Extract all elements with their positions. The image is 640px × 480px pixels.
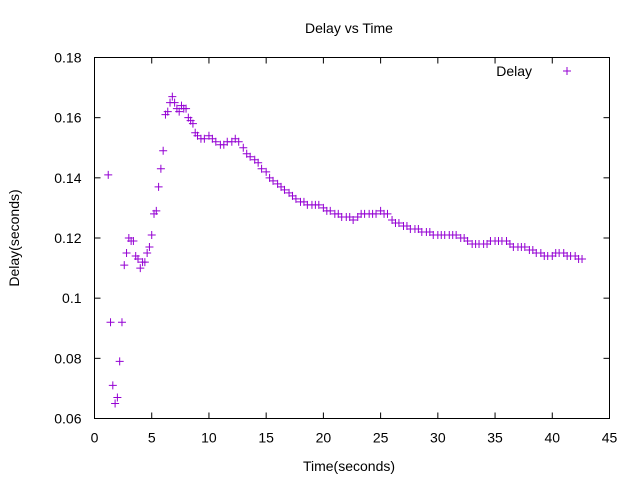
data-point: [257, 164, 266, 173]
data-point: [140, 258, 149, 267]
data-point: [349, 215, 358, 224]
data-point: [254, 158, 263, 167]
data-point: [115, 357, 124, 366]
x-tick-label: 10: [201, 430, 217, 446]
data-point: [188, 119, 197, 128]
data-point: [372, 209, 381, 218]
data-point: [117, 318, 126, 327]
data-point: [246, 152, 255, 161]
data-point: [326, 206, 335, 215]
x-axis-label: Time(seconds): [303, 458, 395, 474]
x-tick-label: 45: [602, 430, 618, 446]
data-point: [152, 206, 161, 215]
data-point: [145, 243, 154, 252]
data-point: [113, 393, 122, 402]
x-tick-label: 5: [148, 430, 156, 446]
x-tick-label: 25: [373, 430, 389, 446]
data-point: [463, 237, 472, 246]
data-point: [159, 146, 168, 155]
data-point: [175, 107, 184, 116]
y-tick-label: 0.1: [62, 290, 82, 306]
y-tick-label: 0.18: [54, 50, 81, 66]
x-tick-label: 20: [316, 430, 332, 446]
data-point: [133, 255, 142, 264]
data-point: [163, 107, 172, 116]
data-point: [143, 249, 152, 258]
data-point: [314, 200, 323, 209]
y-tick-label: 0.06: [54, 411, 81, 427]
x-tick-label: 0: [91, 430, 99, 446]
x-tick-label: 40: [544, 430, 560, 446]
data-point: [108, 381, 117, 390]
axes: 0 5 10 15 20 25 30 35 40 45 0.06 0.08 0.1 0.12 0.14 0.1…: [54, 50, 617, 446]
data-point: [154, 182, 163, 191]
legend-marker-delay: [563, 67, 571, 75]
data-point: [129, 237, 138, 246]
data-point: [280, 185, 289, 194]
data-point: [182, 104, 191, 113]
data-point: [170, 98, 179, 107]
data-point: [156, 164, 165, 173]
data-point: [122, 249, 131, 258]
data-point: [104, 170, 113, 179]
y-tick-label: 0.08: [54, 350, 81, 366]
legend: Delay: [496, 63, 571, 79]
data-points: [104, 92, 587, 408]
data-point: [234, 137, 243, 146]
legend-label-delay: Delay: [496, 63, 532, 79]
y-tick-label: 0.12: [54, 230, 81, 246]
data-point: [394, 218, 403, 227]
chart-title: Delay vs Time: [305, 20, 393, 36]
y-tick-label: 0.16: [54, 110, 81, 126]
data-point: [262, 167, 271, 176]
data-point: [111, 399, 120, 408]
x-tick-label: 30: [430, 430, 446, 446]
data-point: [383, 209, 392, 218]
data-point: [136, 264, 145, 273]
data-point: [269, 176, 278, 185]
data-point: [147, 230, 156, 239]
y-axis-label: Delay(seconds): [6, 189, 22, 286]
x-tick-label: 35: [487, 430, 503, 446]
data-point: [452, 230, 461, 239]
y-tick-label: 0.14: [54, 170, 81, 186]
data-point: [200, 134, 209, 143]
data-point: [211, 137, 220, 146]
legend-marker-symbol: [563, 67, 571, 75]
x-tick-label: 15: [258, 430, 274, 446]
data-point: [168, 92, 177, 101]
data-point: [291, 194, 300, 203]
data-point: [578, 255, 587, 264]
data-point: [106, 318, 115, 327]
data-point: [239, 143, 248, 152]
data-point: [520, 243, 529, 252]
data-point: [120, 261, 129, 270]
